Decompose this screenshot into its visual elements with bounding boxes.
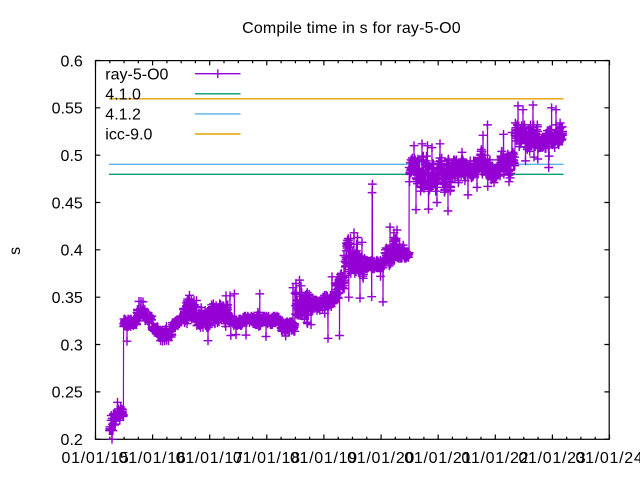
svg-text:01/01/24: 01/01/24 <box>576 450 640 467</box>
svg-text:0.35: 0.35 <box>52 290 83 307</box>
svg-text:Compile time in s for ray-5-O0: Compile time in s for ray-5-O0 <box>242 20 461 37</box>
svg-text:01/01/15: 01/01/15 <box>62 450 130 467</box>
svg-text:01/01/18: 01/01/18 <box>233 450 301 467</box>
svg-text:0.2: 0.2 <box>61 432 83 449</box>
svg-text:ray-5-O0: ray-5-O0 <box>105 66 168 83</box>
svg-text:0.3: 0.3 <box>61 337 83 354</box>
svg-text:0.6: 0.6 <box>61 53 83 70</box>
svg-text:01/01/17: 01/01/17 <box>176 450 244 467</box>
svg-text:icc-9.0: icc-9.0 <box>105 127 152 144</box>
svg-text:01/01/16: 01/01/16 <box>119 450 187 467</box>
svg-text:01/01/22: 01/01/22 <box>461 450 529 467</box>
svg-text:s: s <box>7 247 24 255</box>
svg-text:4.1.2: 4.1.2 <box>105 107 141 124</box>
svg-text:01/01/19: 01/01/19 <box>290 450 358 467</box>
svg-text:0.5: 0.5 <box>61 148 83 165</box>
svg-text:0.55: 0.55 <box>52 101 83 118</box>
svg-text:0.45: 0.45 <box>52 195 83 212</box>
svg-text:0.4: 0.4 <box>61 243 83 260</box>
svg-text:0.25: 0.25 <box>52 385 83 402</box>
svg-text:01/01/23: 01/01/23 <box>518 450 586 467</box>
svg-text:01/01/21: 01/01/21 <box>404 450 472 467</box>
svg-text:4.1.0: 4.1.0 <box>105 87 141 104</box>
svg-text:01/01/20: 01/01/20 <box>347 450 415 467</box>
